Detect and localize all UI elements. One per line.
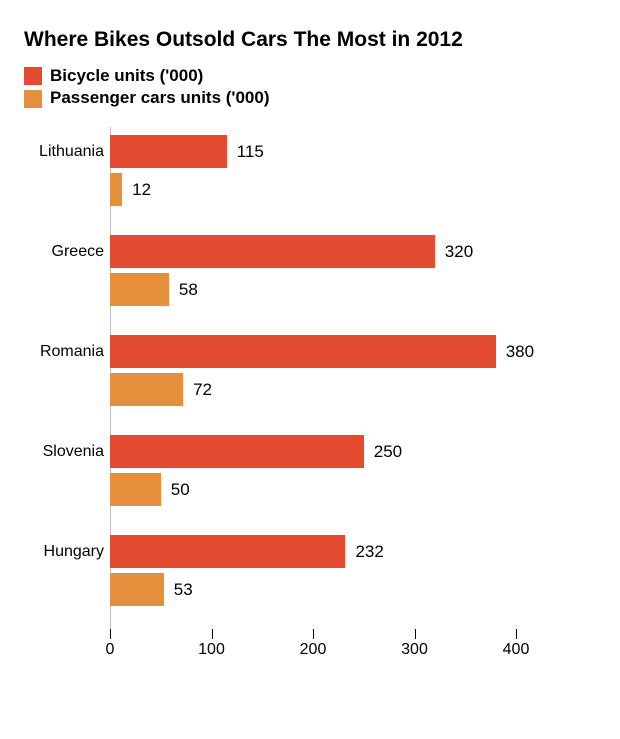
x-tick xyxy=(516,629,517,639)
bar-value-label: 12 xyxy=(132,173,151,206)
bar-value-label: 58 xyxy=(179,273,198,306)
legend-item-cars: Passenger cars units ('000) xyxy=(24,88,596,108)
group-greece: Greece32058 xyxy=(110,235,516,321)
x-tick-label: 300 xyxy=(401,641,428,659)
plot-area: 0100200300400 Lithuania11512Greece32058R… xyxy=(110,127,516,657)
bar-value-label: 380 xyxy=(506,335,534,368)
bar-value-label: 250 xyxy=(374,435,402,468)
x-tick xyxy=(212,629,213,639)
category-label: Greece xyxy=(24,243,104,261)
legend-label-cars: Passenger cars units ('000) xyxy=(50,88,269,108)
legend-label-bicycles: Bicycle units ('000) xyxy=(50,66,203,86)
bar-value-label: 115 xyxy=(237,135,264,168)
bar-value-label: 320 xyxy=(445,235,473,268)
chart-title: Where Bikes Outsold Cars The Most in 201… xyxy=(24,28,596,52)
bar-bicycles xyxy=(110,235,435,268)
bar-value-label: 232 xyxy=(355,535,383,568)
category-label: Lithuania xyxy=(24,143,104,161)
category-label: Romania xyxy=(24,343,104,361)
x-tick xyxy=(313,629,314,639)
x-tick-label: 400 xyxy=(503,641,530,659)
bar-bicycles xyxy=(110,535,345,568)
bar-value-label: 50 xyxy=(171,473,190,506)
group-hungary: Hungary23253 xyxy=(110,535,516,621)
bar-bicycles xyxy=(110,335,496,368)
x-tick-label: 200 xyxy=(300,641,327,659)
x-tick xyxy=(110,629,111,639)
group-lithuania: Lithuania11512 xyxy=(110,135,516,221)
bar-cars xyxy=(110,273,169,306)
bar-value-label: 72 xyxy=(193,373,212,406)
x-tick-label: 0 xyxy=(106,641,115,659)
category-label: Hungary xyxy=(24,543,104,561)
category-label: Slovenia xyxy=(24,443,104,461)
legend-swatch-bicycles xyxy=(24,67,42,85)
chart-container: Where Bikes Outsold Cars The Most in 201… xyxy=(0,0,620,739)
group-slovenia: Slovenia25050 xyxy=(110,435,516,521)
x-tick xyxy=(415,629,416,639)
x-tick-label: 100 xyxy=(198,641,225,659)
bar-bicycles xyxy=(110,135,227,168)
bar-cars xyxy=(110,473,161,506)
legend-swatch-cars xyxy=(24,90,42,108)
bar-cars xyxy=(110,573,164,606)
bar-cars xyxy=(110,173,122,206)
legend: Bicycle units ('000) Passenger cars unit… xyxy=(24,66,596,109)
bar-value-label: 53 xyxy=(174,573,193,606)
legend-item-bicycles: Bicycle units ('000) xyxy=(24,66,596,86)
bar-bicycles xyxy=(110,435,364,468)
group-romania: Romania38072 xyxy=(110,335,516,421)
bar-cars xyxy=(110,373,183,406)
